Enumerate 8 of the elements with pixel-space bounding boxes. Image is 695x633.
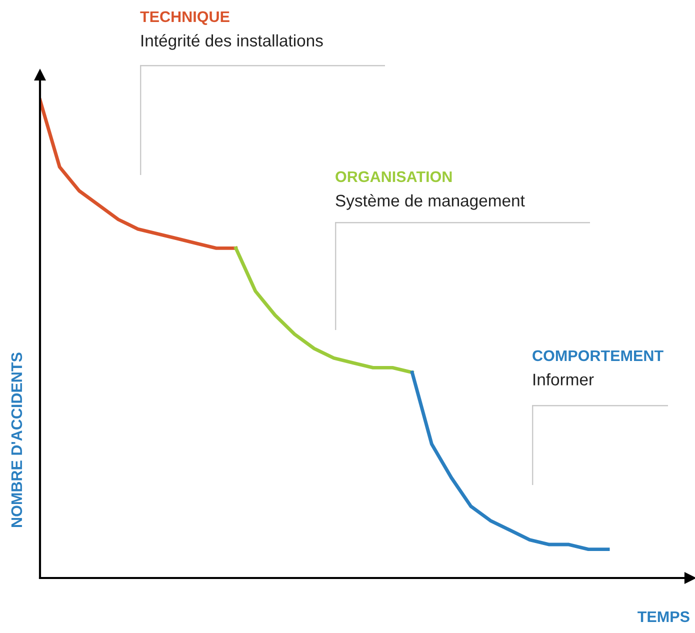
text: TECHNIQUE bbox=[140, 11, 230, 25]
x-axis-title: TEMPS bbox=[638, 611, 690, 622]
text: ORGANISATION bbox=[336, 171, 452, 182]
text: Intégrité des installations bbox=[142, 34, 323, 50]
annotation: Informer bbox=[534, 373, 594, 386]
annotation: Système de management bbox=[336, 194, 525, 210]
text: COMPORTEMENT bbox=[532, 350, 664, 362]
y-axis-title: NOMBRE D'ACCIDENTS bbox=[11, 352, 22, 527]
